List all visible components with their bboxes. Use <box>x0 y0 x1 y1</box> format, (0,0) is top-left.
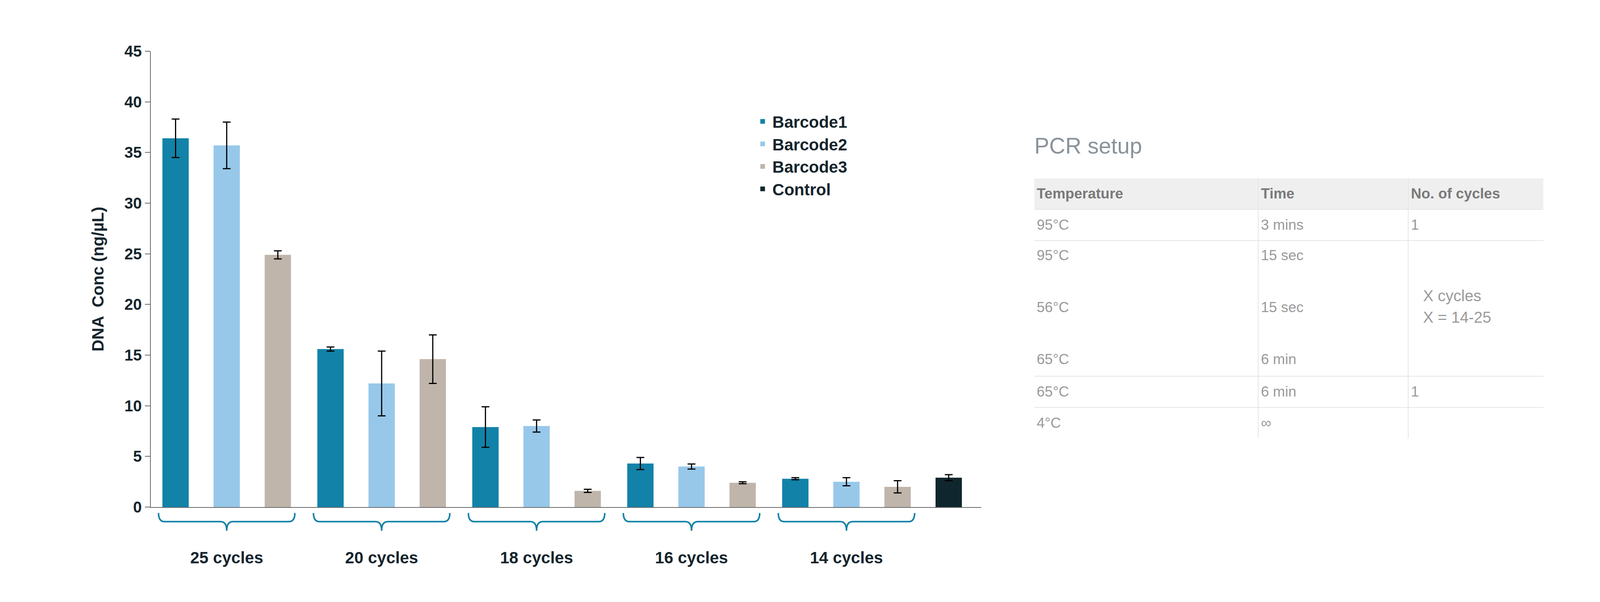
html-text:6 min: 6 min <box>1260 383 1297 400</box>
html-text:1: 1 <box>1410 383 1419 400</box>
svg-text:25 cycles: 25 cycles <box>190 548 264 567</box>
html-text:95°C: 95°C <box>1036 216 1070 233</box>
html-text:Time: Time <box>1260 185 1295 202</box>
svg-text:20: 20 <box>124 295 143 313</box>
svg-text:20 cycles: 20 cycles <box>345 548 419 567</box>
svg-text:45: 45 <box>124 42 143 60</box>
svg-text:16 cycles: 16 cycles <box>655 548 729 567</box>
svg-text:10: 10 <box>124 397 143 415</box>
svg-text:DNA Conc (ng/µL): DNA Conc (ng/µL) <box>88 206 108 352</box>
html-text:4°C: 4°C <box>1036 414 1061 431</box>
svg-text:14 cycles: 14 cycles <box>809 548 883 567</box>
html-text:6 min: 6 min <box>1260 351 1297 368</box>
html-text:15 sec: 15 sec <box>1260 247 1304 264</box>
html-text:No. of cycles: No. of cycles <box>1410 185 1501 202</box>
svg-text:5: 5 <box>133 447 142 465</box>
html-text:3 mins: 3 mins <box>1260 216 1304 233</box>
html-text:65°C: 65°C <box>1036 383 1070 400</box>
html-text:65°C: 65°C <box>1036 351 1070 368</box>
html-text:15 sec: 15 sec <box>1260 299 1304 316</box>
svg-text:Control: Control <box>772 180 831 199</box>
html-text:Temperature: Temperature <box>1036 185 1124 202</box>
html-text:1: 1 <box>1410 216 1419 233</box>
html-text:X cycles: X cycles <box>1423 287 1482 305</box>
html-text:56°C: 56°C <box>1036 299 1070 316</box>
svg-text:18 cycles: 18 cycles <box>500 548 574 567</box>
html-text:PCR setup: PCR setup <box>1034 133 1143 159</box>
svg-text:Barcode1: Barcode1 <box>772 112 847 132</box>
svg-text:Barcode2: Barcode2 <box>772 135 847 154</box>
svg-text:40: 40 <box>124 93 143 111</box>
svg-text:25: 25 <box>124 245 143 263</box>
html-text:X = 14-25: X = 14-25 <box>1423 308 1492 326</box>
html-text:95°C: 95°C <box>1036 247 1070 264</box>
svg-text:0: 0 <box>133 498 142 516</box>
svg-text:30: 30 <box>124 194 143 212</box>
svg-text:15: 15 <box>124 346 143 364</box>
svg-text:35: 35 <box>124 143 143 161</box>
svg-text:Barcode3: Barcode3 <box>772 157 847 177</box>
